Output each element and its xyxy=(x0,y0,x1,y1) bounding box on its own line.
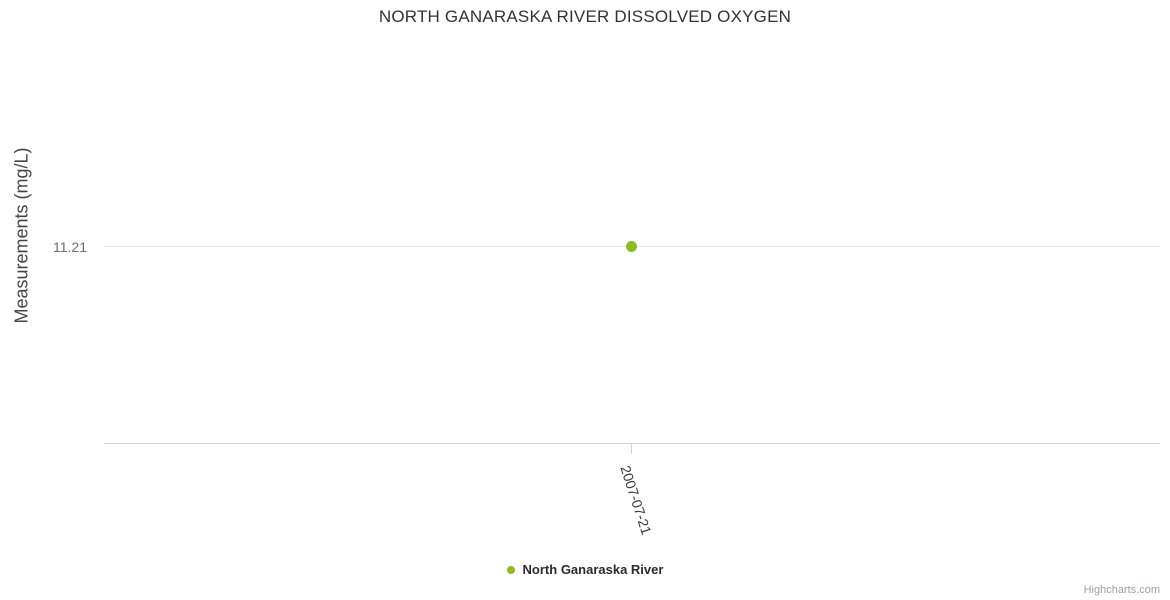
x-axis-line xyxy=(104,443,1160,444)
plot-area xyxy=(104,56,1160,443)
y-axis-tick-label: 11.21 xyxy=(53,239,87,255)
legend-item-north-ganaraska-river[interactable]: North Ganaraska River xyxy=(503,562,668,577)
x-axis-tick-label: 2007-07-21 xyxy=(617,463,655,537)
legend-item-label: North Ganaraska River xyxy=(522,562,664,577)
chart-legend: North Ganaraska River xyxy=(0,562,1170,577)
y-axis-title: Measurements (mg/L) xyxy=(11,146,32,324)
x-axis-tick-mark xyxy=(631,444,632,454)
highcharts-credits-link[interactable]: Highcharts.com xyxy=(1083,584,1160,596)
chart-title: NORTH GANARASKA RIVER DISSOLVED OXYGEN xyxy=(378,7,792,26)
y-axis-title-container: Measurements (mg/L) xyxy=(0,0,44,470)
data-point-north-ganaraska-river[interactable] xyxy=(627,242,636,251)
legend-marker-circle-icon xyxy=(506,565,515,574)
